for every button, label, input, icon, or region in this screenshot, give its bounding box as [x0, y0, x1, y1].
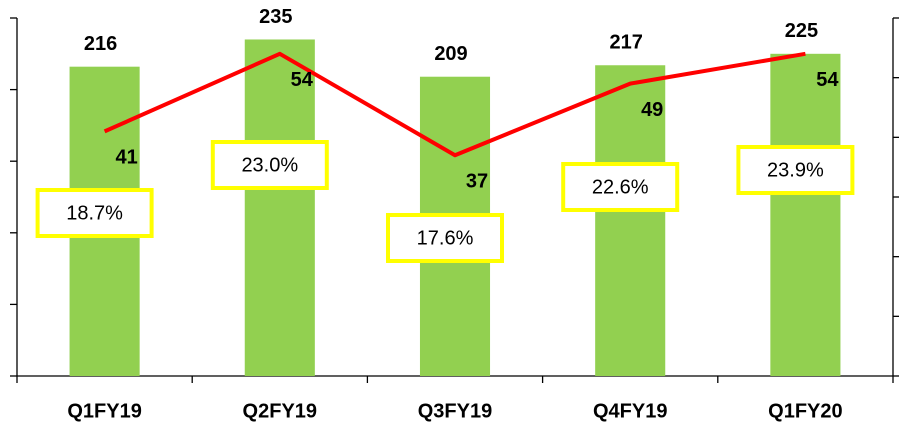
- annotation-box: [736, 145, 855, 195]
- bar-value-label: 217: [610, 32, 643, 54]
- x-tick-label: Q1FY20: [768, 400, 842, 422]
- annotation-box: [210, 140, 329, 190]
- line-value-label: 54: [816, 69, 839, 91]
- x-tick-label: Q3FY19: [418, 400, 492, 422]
- annotation-label: 22.6%: [592, 176, 649, 198]
- x-tick-label: Q4FY19: [593, 400, 667, 422]
- bar-value-label: 209: [434, 43, 467, 65]
- annotation-label: 18.7%: [66, 202, 123, 224]
- bar-value-label: 235: [259, 6, 292, 28]
- line-value-label: 37: [466, 171, 488, 193]
- annotation-box: [386, 213, 504, 263]
- bar: [770, 53, 841, 377]
- line-value-label: 54: [291, 69, 314, 91]
- line-value-label: 49: [641, 99, 663, 121]
- bar: [595, 65, 666, 377]
- annotation-label: 23.0%: [241, 154, 298, 176]
- annotation-box: [561, 162, 680, 212]
- x-tick-label: Q1FY19: [67, 400, 141, 422]
- annotation-box: [35, 188, 154, 238]
- bar-value-label: 216: [84, 33, 117, 55]
- bar: [244, 39, 315, 376]
- annotation-label: 17.6%: [417, 227, 474, 249]
- annotation-label: 23.9%: [767, 159, 824, 181]
- x-tick-label: Q2FY19: [243, 400, 317, 422]
- line: [103, 51, 806, 158]
- bar-value-label: 225: [785, 20, 818, 42]
- line-value-label: 41: [115, 147, 137, 169]
